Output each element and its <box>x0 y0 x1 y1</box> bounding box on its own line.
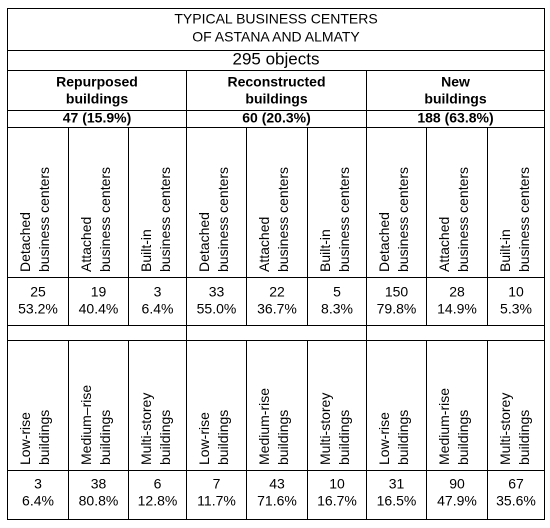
column-label: business centers <box>336 167 352 272</box>
column-label: Medium-rise <box>436 388 452 465</box>
column-label: buildings <box>275 410 291 465</box>
count: 150 <box>385 284 409 300</box>
share: 12.8% <box>138 493 178 509</box>
count: 19 <box>91 284 107 300</box>
share: 14.9% <box>437 301 477 317</box>
share: 40.4% <box>79 301 119 317</box>
count: 43 <box>269 476 285 492</box>
column-label: buildings <box>455 410 471 465</box>
column-label: Built-in <box>497 229 513 272</box>
column-label: business centers <box>275 167 291 272</box>
share: 8.3% <box>321 301 353 317</box>
title-line: OF ASTANA AND ALMATY <box>192 29 360 45</box>
column-label: buildings <box>395 410 411 465</box>
column-label: buildings <box>97 410 113 465</box>
column-label: Built-in <box>138 229 154 272</box>
share: 71.6% <box>257 493 297 509</box>
count: 33 <box>209 284 225 300</box>
share: 16.7% <box>317 493 357 509</box>
group-name: Reconstructed <box>227 74 325 90</box>
group-name: buildings <box>245 91 307 107</box>
column-label: business centers <box>157 167 173 272</box>
column-label: Low-rise <box>17 412 33 465</box>
share: 55.0% <box>197 301 237 317</box>
column-label: Detached <box>196 212 212 272</box>
share: 47.9% <box>437 493 477 509</box>
column-label: buildings <box>516 410 532 465</box>
column-label: Medium–rise <box>78 385 94 465</box>
column-label: Attached <box>436 217 452 272</box>
share: 79.8% <box>377 301 417 317</box>
column-label: Attached <box>256 217 272 272</box>
column-label: Attached <box>78 217 94 272</box>
share: 6.4% <box>142 301 174 317</box>
count: 10 <box>329 476 345 492</box>
column-label: business centers <box>455 167 471 272</box>
column-label: Multi-storey <box>317 393 333 465</box>
column-label: Detached <box>376 212 392 272</box>
share: 11.7% <box>197 493 236 509</box>
group-name: Repurposed <box>56 74 138 90</box>
column-label: Low-rise <box>376 412 392 465</box>
column-label: buildings <box>36 410 52 465</box>
title-line: TYPICAL BUSINESS CENTERS <box>174 11 377 27</box>
count: 31 <box>389 476 405 492</box>
column-label: Multi-storey <box>497 393 513 465</box>
count: 25 <box>30 284 46 300</box>
share: 35.6% <box>496 493 536 509</box>
column-label: buildings <box>157 410 173 465</box>
group-name: New <box>441 74 470 90</box>
column-label: business centers <box>516 167 532 272</box>
count: 67 <box>508 476 524 492</box>
count: 6 <box>154 476 162 492</box>
count: 22 <box>269 284 285 300</box>
column-label: buildings <box>336 410 352 465</box>
count: 28 <box>449 284 465 300</box>
count: 5 <box>333 284 341 300</box>
count: 38 <box>91 476 107 492</box>
table-border <box>7 8 545 520</box>
column-label: Medium-rise <box>256 388 272 465</box>
group-summary: 188 (63.8%) <box>417 110 493 126</box>
column-label: Low-rise <box>196 412 212 465</box>
share: 80.8% <box>79 493 119 509</box>
group-summary: 47 (15.9%) <box>63 110 131 126</box>
total: 295 objects <box>233 49 320 68</box>
count: 7 <box>213 476 221 492</box>
count: 90 <box>449 476 465 492</box>
group-summary: 60 (20.3%) <box>242 110 310 126</box>
share: 5.3% <box>500 301 532 317</box>
count: 3 <box>154 284 162 300</box>
column-label: business centers <box>36 167 52 272</box>
share: 53.2% <box>18 301 58 317</box>
count: 3 <box>34 476 42 492</box>
column-label: business centers <box>97 167 113 272</box>
column-label: Multi-storey <box>138 393 154 465</box>
column-label: business centers <box>215 167 231 272</box>
count: 10 <box>508 284 524 300</box>
share: 6.4% <box>22 493 54 509</box>
share: 16.5% <box>377 493 417 509</box>
column-label: buildings <box>215 410 231 465</box>
group-name: buildings <box>424 91 486 107</box>
share: 36.7% <box>257 301 297 317</box>
column-label: Built-in <box>317 229 333 272</box>
group-name: buildings <box>66 91 128 107</box>
column-label: Detached <box>17 212 33 272</box>
column-label: business centers <box>395 167 411 272</box>
